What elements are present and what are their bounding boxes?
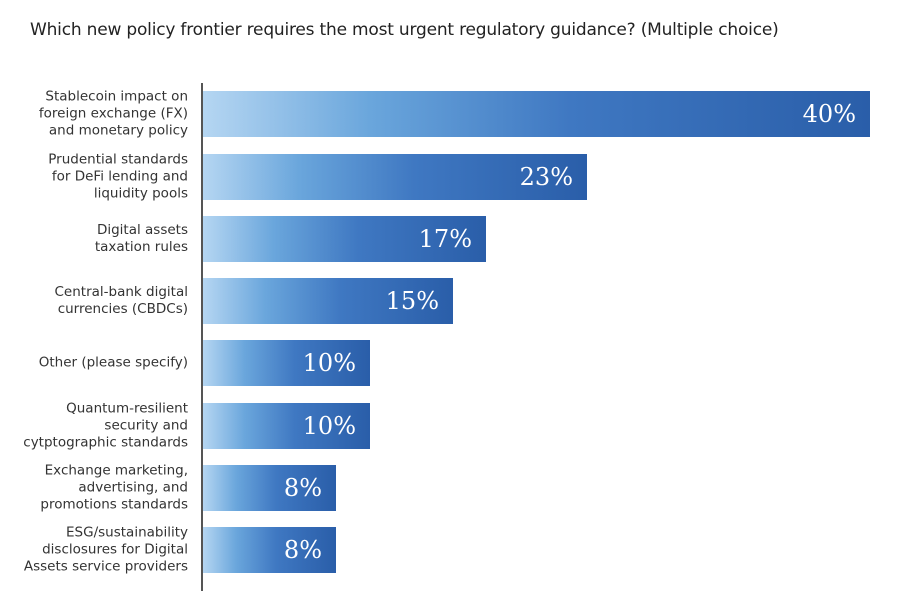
category-label-line: advertising, and xyxy=(78,479,188,496)
bar-row: Exchange marketing, advertising, and promo… xyxy=(0,463,900,514)
bar-value-label: 17% xyxy=(418,225,472,253)
category-label-line: foreign exchange (FX) xyxy=(38,105,188,122)
bar-row: ESG/sustainability disclosures for Digita… xyxy=(0,525,900,576)
bar-row: Central-bank digital currencies (CBDCs) 15… xyxy=(0,278,900,324)
bar: 23% xyxy=(203,154,587,200)
bar-value-label: 40% xyxy=(802,100,856,128)
category-label: Central-bank digital currencies (CBDCs) xyxy=(55,284,189,318)
y-axis-line xyxy=(201,83,203,591)
bar-value-label: 8% xyxy=(283,474,322,502)
category-label: ESG/sustainability disclosures for Digita… xyxy=(24,525,188,576)
bar-row: Digital assets taxation rules 17% xyxy=(0,216,900,262)
bar-value-label: 23% xyxy=(519,163,573,191)
bar: 10% xyxy=(203,403,370,449)
category-label-line: taxation rules xyxy=(94,239,188,255)
bar-row: Prudential standards for DeFi lending and… xyxy=(0,152,900,203)
category-label-line: promotions standards xyxy=(40,496,188,513)
category-label: Exchange marketing, advertising, and promo… xyxy=(40,463,188,514)
category-label-line: Stablecoin impact on xyxy=(45,88,188,105)
category-label-line: Quantum-resilient xyxy=(66,400,188,417)
category-label-line: Central-bank digital xyxy=(54,284,189,300)
category-label-line: cytptographic standards xyxy=(23,434,188,451)
category-label-line: Prudential standards xyxy=(48,151,188,168)
bar-value-label: 15% xyxy=(385,287,439,315)
category-label-line: ESG/sustainability xyxy=(66,524,188,541)
category-label: Other (please specify) xyxy=(39,355,188,372)
category-label-line: Digital assets xyxy=(96,222,188,238)
category-label: Quantum-resilient security and cytptograph… xyxy=(23,401,188,452)
category-label: Digital assets taxation rules xyxy=(95,222,188,256)
bar: 8% xyxy=(203,527,336,573)
category-label-line: liquidity pools xyxy=(93,185,188,202)
category-label-line: disclosures for Digital xyxy=(42,541,188,558)
bar-value-label: 10% xyxy=(302,412,356,440)
bar-value-label: 8% xyxy=(283,536,322,564)
bar-row: Quantum-resilient security and cytptograph… xyxy=(0,401,900,452)
category-label: Prudential standards for DeFi lending and… xyxy=(48,152,188,203)
category-label-line: security and xyxy=(104,417,188,434)
category-label-line: Other (please specify) xyxy=(38,354,188,371)
category-label-line: currencies (CBDCs) xyxy=(57,301,188,317)
bar: 8% xyxy=(203,465,336,511)
bar: 15% xyxy=(203,278,453,324)
category-label-line: Exchange marketing, xyxy=(44,462,188,479)
category-label-line: Assets service providers xyxy=(23,558,188,575)
bar: 40% xyxy=(203,91,870,137)
bar: 10% xyxy=(203,340,370,386)
category-label: Stablecoin impact on foreign exchange (FX… xyxy=(39,89,188,140)
category-label-line: and monetary policy xyxy=(48,122,188,139)
bar-row: Other (please specify) 10% xyxy=(0,340,900,386)
bar-value-label: 10% xyxy=(302,349,356,377)
bar-row: Stablecoin impact on foreign exchange (FX… xyxy=(0,89,900,140)
bar: 17% xyxy=(203,216,486,262)
category-label-line: for DeFi lending and xyxy=(51,168,188,185)
chart-title: Which new policy frontier requires the m… xyxy=(30,20,779,40)
